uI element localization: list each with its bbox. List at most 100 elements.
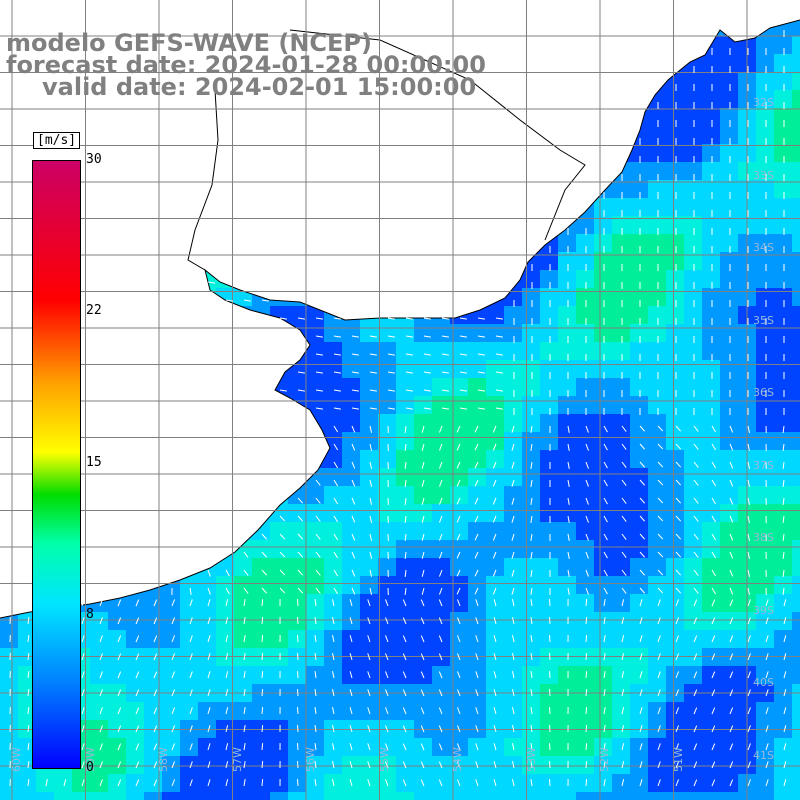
wind-arrow: [369, 335, 377, 338]
wind-cell: [486, 558, 504, 576]
wind-cell: [378, 558, 396, 576]
wind-cell: [792, 234, 800, 252]
wind-arrow: [135, 707, 140, 715]
wind-arrow: [369, 461, 373, 469]
wind-arrow: [171, 743, 176, 751]
wind-arrow: [639, 599, 643, 607]
wind-cell: [396, 468, 414, 486]
longitude-label: 57W: [230, 747, 244, 772]
wind-cell: [558, 324, 576, 342]
wind-cell: [324, 558, 342, 576]
wind-arrow: [207, 281, 215, 284]
wind-cell: [396, 792, 414, 800]
wind-cell: [774, 738, 792, 756]
wind-arrow: [332, 653, 335, 661]
wind-arrow: [747, 425, 750, 433]
wind-cell: [684, 180, 702, 198]
wind-cell: [378, 792, 396, 800]
wind-cell: [558, 774, 576, 792]
wind-arrow: [639, 533, 646, 540]
wind-cell: [576, 612, 594, 630]
wind-arrow: [99, 617, 103, 625]
wind-arrow: [511, 533, 515, 541]
wind-arrow: [621, 533, 627, 540]
wind-arrow: [492, 515, 497, 523]
wind-cell: [270, 666, 288, 684]
wind-arrow: [765, 707, 769, 715]
wind-cell: [468, 540, 486, 558]
wind-arrow: [729, 779, 734, 787]
wind-arrow: [693, 569, 699, 576]
wind-cell: [414, 486, 432, 504]
wind-cell: [666, 576, 684, 594]
wind-arrow: [81, 707, 85, 715]
wind-cell: [486, 522, 504, 540]
wind-arrow: [171, 725, 176, 733]
wind-cell: [504, 540, 522, 558]
wind-arrow: [333, 461, 339, 469]
wind-arrow: [314, 653, 317, 661]
wind-arrow: [457, 617, 461, 625]
wind-arrow: [475, 707, 479, 715]
wind-arrow: [729, 569, 734, 577]
wind-cell: [306, 630, 324, 648]
wind-cell: [432, 324, 450, 342]
wind-cell: [792, 324, 800, 342]
wind-cell: [288, 558, 306, 576]
wind-cell: [486, 540, 504, 558]
wind-arrow: [639, 689, 643, 697]
wind-arrow: [243, 569, 249, 576]
wind-arrow: [693, 479, 699, 486]
wind-arrow: [657, 515, 664, 522]
wind-cell: [630, 576, 648, 594]
wind-cell: [90, 792, 108, 800]
wind-cell: [270, 612, 288, 630]
wind-arrow: [765, 761, 769, 769]
wind-arrow: [351, 587, 356, 595]
wind-cell: [684, 378, 702, 396]
wind-arrow: [261, 551, 267, 558]
wind-cell: [378, 468, 396, 486]
wind-cell: [594, 342, 612, 360]
wind-arrow: [297, 569, 304, 576]
wind-cell: [360, 522, 378, 540]
wind-cell: [342, 504, 360, 522]
wind-arrow: [657, 479, 664, 486]
wind-cell: [630, 702, 648, 720]
wind-cell: [630, 396, 648, 414]
wind-arrow: [135, 689, 140, 697]
wind-cell: [648, 792, 666, 800]
wind-arrow: [621, 479, 627, 486]
wind-arrow: [332, 635, 335, 643]
wind-arrow: [711, 569, 717, 577]
wind-cell: [720, 594, 738, 612]
wind-cell: [18, 612, 36, 630]
wind-cell: [756, 792, 774, 800]
wind-arrow: [639, 617, 643, 625]
longitude-label: 56W: [304, 747, 317, 772]
wind-cell: [504, 378, 522, 396]
wind-arrow: [457, 635, 461, 643]
wind-arrow: [243, 635, 246, 643]
wind-arrow: [711, 497, 717, 505]
wind-arrow: [405, 389, 413, 392]
wind-arrow: [639, 515, 646, 522]
wind-cell: [90, 756, 108, 774]
wind-arrow: [512, 671, 515, 679]
wind-arrow: [747, 707, 751, 715]
wind-cell: [792, 252, 800, 270]
wind-cell: [396, 540, 414, 558]
wind-arrow: [693, 707, 698, 715]
wind-cell: [216, 738, 234, 756]
wind-cell: [648, 540, 666, 558]
wind-arrows: [9, 30, 787, 787]
wind-arrow: [243, 725, 246, 733]
wind-arrow: [492, 461, 497, 469]
wind-cell: [774, 90, 792, 108]
wind-cell: [486, 504, 504, 522]
wind-cell: [450, 540, 468, 558]
wind-arrow: [332, 599, 335, 607]
wind-arrow: [420, 725, 425, 733]
wind-arrow: [675, 635, 680, 643]
